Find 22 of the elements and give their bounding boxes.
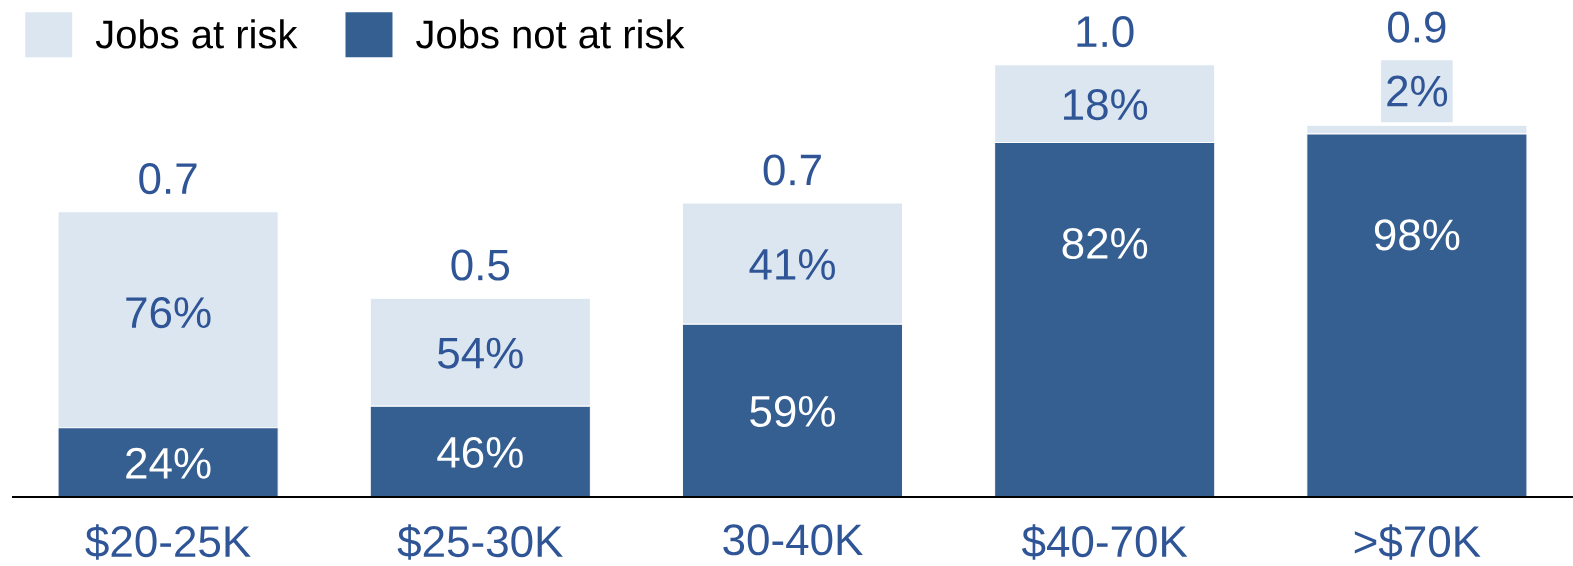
total-label: 1.0 <box>1077 16 1134 48</box>
x-tick-label: 30-40K <box>723 524 863 556</box>
annotation: 41% <box>749 249 835 280</box>
annotation: 76% <box>126 297 211 329</box>
x-tick-label: $40-70K <box>1021 524 1188 560</box>
x-tick-label: $25-30K <box>397 524 563 560</box>
annotation: 98% <box>1374 219 1460 251</box>
legend-label: Jobs not at risk <box>416 19 685 49</box>
annotation: 24% <box>126 447 211 479</box>
annotation: 82% <box>1062 227 1148 260</box>
annotation: 59% <box>750 395 835 427</box>
annotation: 18% <box>1064 89 1148 121</box>
annotation: 2% <box>1387 75 1448 107</box>
x-tick-label: >$70K <box>1354 524 1481 560</box>
total-label: 0.5 <box>451 249 510 281</box>
x-tick-label: $20-25K <box>85 524 251 560</box>
annotation: 46% <box>437 436 523 469</box>
total-label: 0.7 <box>763 154 821 186</box>
legend-label: Jobs at risk <box>95 19 298 49</box>
annotation: 54% <box>438 337 523 369</box>
total-label: 0.9 <box>1388 11 1446 43</box>
total-label: 0.7 <box>139 163 197 195</box>
